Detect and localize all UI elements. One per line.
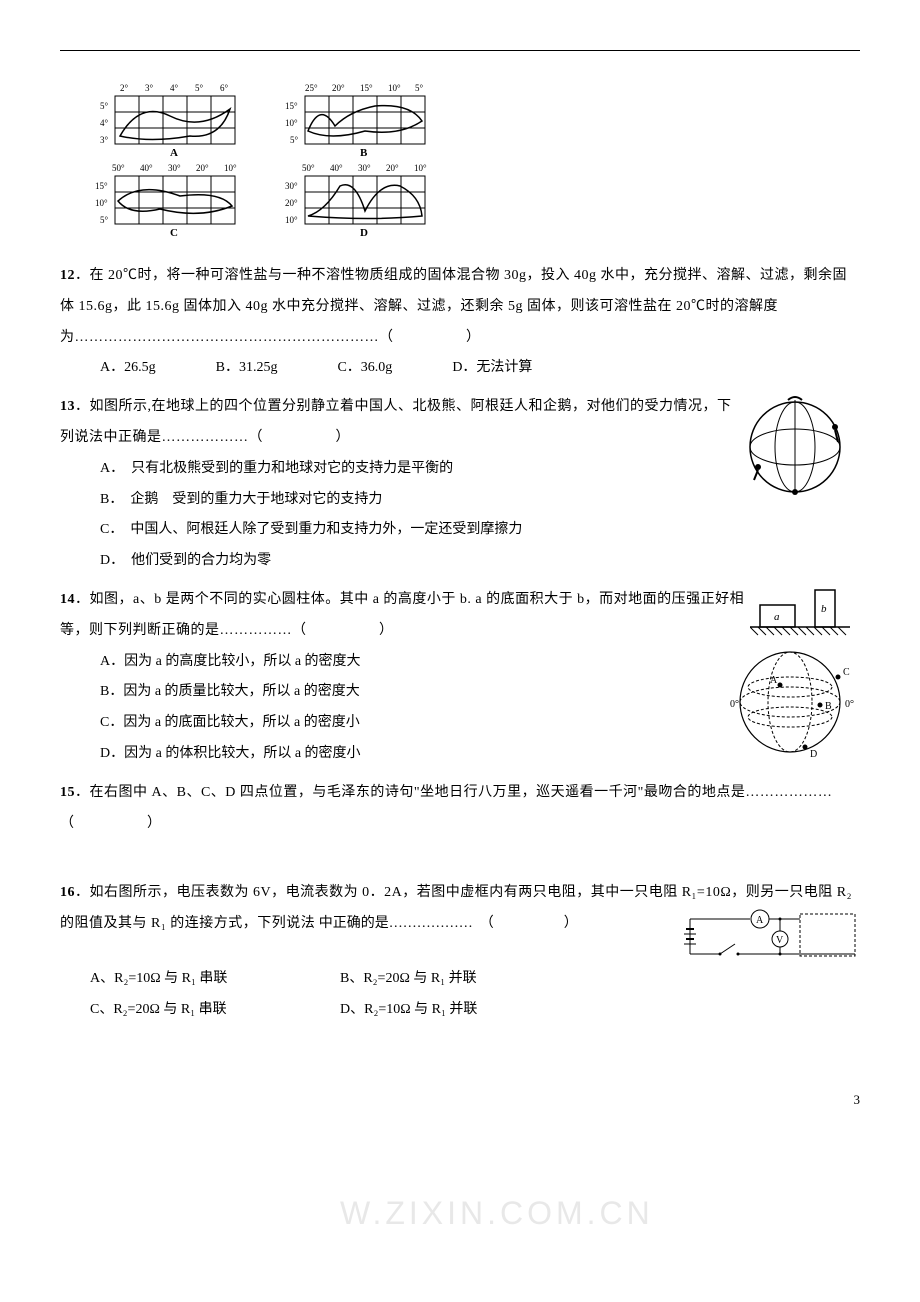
q16-opt-d: D、R₂=10Ω 与 R₁ 并联 [340, 995, 590, 1026]
maps-figure: 2° 3° 4° 5° 6° 5° 4° 3° A 25° 20° 15° 10° 5° 15° 10… [90, 81, 480, 241]
svg-text:20°: 20° [196, 163, 209, 173]
svg-text:2°: 2° [120, 83, 129, 93]
svg-text:b: b [821, 603, 827, 615]
map-a: 2° 3° 4° 5° 6° 5° 4° 3° A [90, 81, 280, 161]
svg-text:6°: 6° [220, 83, 229, 93]
svg-text:B: B [360, 147, 368, 159]
q14-text: 14．如图，a、b 是两个不同的实心圆柱体。其中 a 的高度小于 b. a 的底… [60, 592, 744, 638]
circuit-figure: A V [680, 909, 860, 964]
svg-text:3°: 3° [145, 83, 154, 93]
q12-options: A．26.5g B．31.25g C．36.0g D．无法计算 [100, 353, 860, 384]
globe-points-figure: 0° 0° A B C D [730, 647, 860, 767]
svg-text:20°: 20° [332, 83, 345, 93]
svg-text:5°: 5° [100, 101, 109, 111]
map-d: 50° 40° 30° 20° 10° 30° 20° 10° D [280, 161, 470, 241]
svg-text:a: a [774, 611, 780, 623]
question-15: 15．在右图中 A、B、C、D 四点位置，与毛泽东的诗句"坐地日行八万里，巡天遥… [60, 778, 860, 840]
question-16: 16．如右图所示，电压表数为 6V，电流表数为 0．2A，若图中虚框内有两只电阻… [60, 878, 860, 1025]
q16-text-2: 中正确的是……………… （ ） [319, 916, 578, 931]
svg-text:D: D [360, 227, 368, 239]
svg-text:4°: 4° [170, 83, 179, 93]
svg-text:0°: 0° [730, 699, 739, 710]
q13-opt-d: D． 他们受到的合力均为零 [100, 553, 271, 568]
svg-text:3°: 3° [100, 135, 109, 145]
svg-text:0°: 0° [845, 699, 854, 710]
map-b: 25° 20° 15° 10° 5° 15° 10° 5° B [280, 81, 470, 161]
svg-text:5°: 5° [195, 83, 204, 93]
svg-text:30°: 30° [358, 163, 371, 173]
svg-text:15°: 15° [285, 101, 298, 111]
svg-text:30°: 30° [285, 181, 298, 191]
q12-opt-c: C．36.0g [337, 353, 392, 384]
svg-text:A: A [770, 675, 778, 686]
svg-text:15°: 15° [360, 83, 373, 93]
map-c: 50° 40° 30° 20° 10° 15° 10° 5° C [90, 161, 280, 241]
q16-opt-a: A、R₂=10Ω 与 R₁ 串联 [90, 964, 340, 995]
svg-text:10°: 10° [95, 198, 108, 208]
svg-text:50°: 50° [302, 163, 315, 173]
svg-text:30°: 30° [168, 163, 181, 173]
svg-text:5°: 5° [415, 83, 424, 93]
q12-opt-d: D．无法计算 [452, 353, 532, 384]
svg-text:4°: 4° [100, 118, 109, 128]
q16-options: A、R₂=10Ω 与 R₁ 串联 C、R₂=20Ω 与 R₁ 串联 B、R₂=2… [90, 964, 860, 1026]
svg-text:C: C [843, 667, 850, 678]
svg-text:10°: 10° [285, 118, 298, 128]
svg-text:D: D [810, 749, 817, 760]
q16-opt-c: C、R₂=20Ω 与 R₁ 串联 [90, 995, 340, 1026]
watermark: W.ZIXIN.COM.CN [340, 1178, 654, 1248]
question-14: a b 14．如图，a、b 是两个不同的实心圆柱体。其中 a 的高度小于 b. … [60, 585, 860, 770]
q13-opt-c: C． 中国人、阿根廷人除了受到重力和支持力外，一定还受到摩擦力 [100, 515, 860, 546]
svg-text:20°: 20° [285, 198, 298, 208]
svg-text:B: B [825, 701, 832, 712]
q13-text: 13．如图所示,在地球上的四个位置分别静立着中国人、北极熊、阿根廷人和企鹅，对他… [60, 399, 732, 445]
svg-text:15°: 15° [95, 181, 108, 191]
svg-text:C: C [170, 227, 178, 239]
svg-text:10°: 10° [224, 163, 237, 173]
svg-text:A: A [756, 915, 764, 926]
svg-text:5°: 5° [290, 135, 299, 145]
q12-opt-b: B．31.25g [216, 353, 278, 384]
svg-text:10°: 10° [388, 83, 401, 93]
question-12: 12．在 20℃时，将一种可溶性盐与一种不溶性物质组成的固体混合物 30g，投入… [60, 261, 860, 384]
svg-text:V: V [776, 935, 784, 946]
svg-text:40°: 40° [140, 163, 153, 173]
top-rule [60, 50, 860, 51]
q16-opt-b: B、R₂=20Ω 与 R₁ 并联 [340, 964, 590, 995]
svg-text:5°: 5° [100, 215, 109, 225]
page-number: 3 [60, 1086, 860, 1115]
cylinder-figure: a b [750, 585, 850, 640]
question-13: 13．如图所示,在地球上的四个位置分别静立着中国人、北极熊、阿根廷人和企鹅，对他… [60, 392, 860, 577]
globe-people-figure [740, 392, 850, 502]
svg-text:10°: 10° [285, 215, 298, 225]
q12-opt-a: A．26.5g [100, 353, 156, 384]
svg-text:25°: 25° [305, 83, 318, 93]
q12-text: 12．在 20℃时，将一种可溶性盐与一种不溶性物质组成的固体混合物 30g，投入… [60, 268, 847, 345]
svg-text:20°: 20° [386, 163, 399, 173]
svg-text:10°: 10° [414, 163, 427, 173]
svg-text:50°: 50° [112, 163, 125, 173]
svg-text:A: A [170, 147, 178, 159]
svg-text:40°: 40° [330, 163, 343, 173]
q15-text: 15．在右图中 A、B、C、D 四点位置，与毛泽东的诗句"坐地日行八万里，巡天遥… [60, 785, 832, 831]
